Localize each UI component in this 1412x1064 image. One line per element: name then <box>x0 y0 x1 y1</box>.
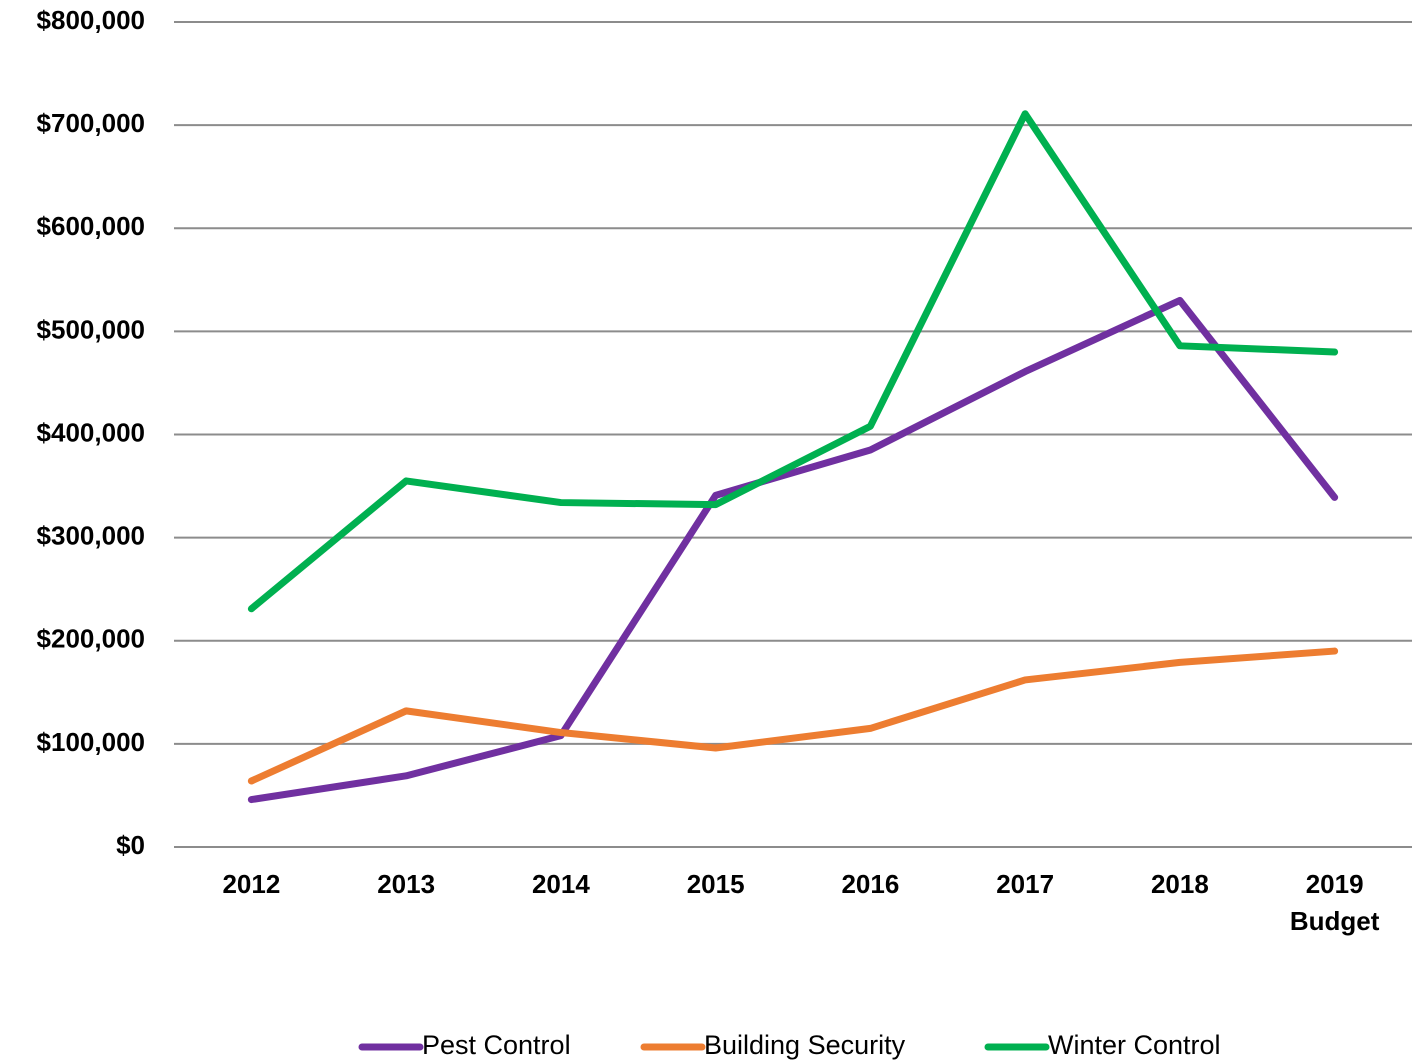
y-tick-label: $700,000 <box>37 108 145 138</box>
legend-label: Winter Control <box>1048 1030 1221 1060</box>
y-tick-label: $100,000 <box>37 727 145 757</box>
line-series <box>247 296 1339 804</box>
x-tick-label: 2016 <box>841 869 899 899</box>
line-series <box>247 647 1339 785</box>
legend-label: Building Security <box>704 1030 906 1060</box>
x-tick-label: 2015 <box>687 869 745 899</box>
x-tick-label: 2012 <box>222 869 280 899</box>
x-tick-label: 2019 Budget <box>1290 869 1380 936</box>
y-tick-label: $600,000 <box>37 211 145 241</box>
y-tick-label: $300,000 <box>37 521 145 551</box>
legend-label: Pest Control <box>422 1030 571 1060</box>
y-tick-label: $500,000 <box>37 314 145 344</box>
x-tick-label: 2013 <box>377 869 435 899</box>
x-tick-label: 2017 <box>996 869 1054 899</box>
y-tick-label: $400,000 <box>37 417 145 447</box>
y-tick-label: $800,000 <box>37 5 145 35</box>
x-tick-label: 2018 <box>1151 869 1209 899</box>
y-tick-label: $0 <box>116 830 145 860</box>
y-tick-label: $200,000 <box>37 624 145 654</box>
x-tick-label: 2014 <box>532 869 590 899</box>
line-series <box>247 110 1339 613</box>
